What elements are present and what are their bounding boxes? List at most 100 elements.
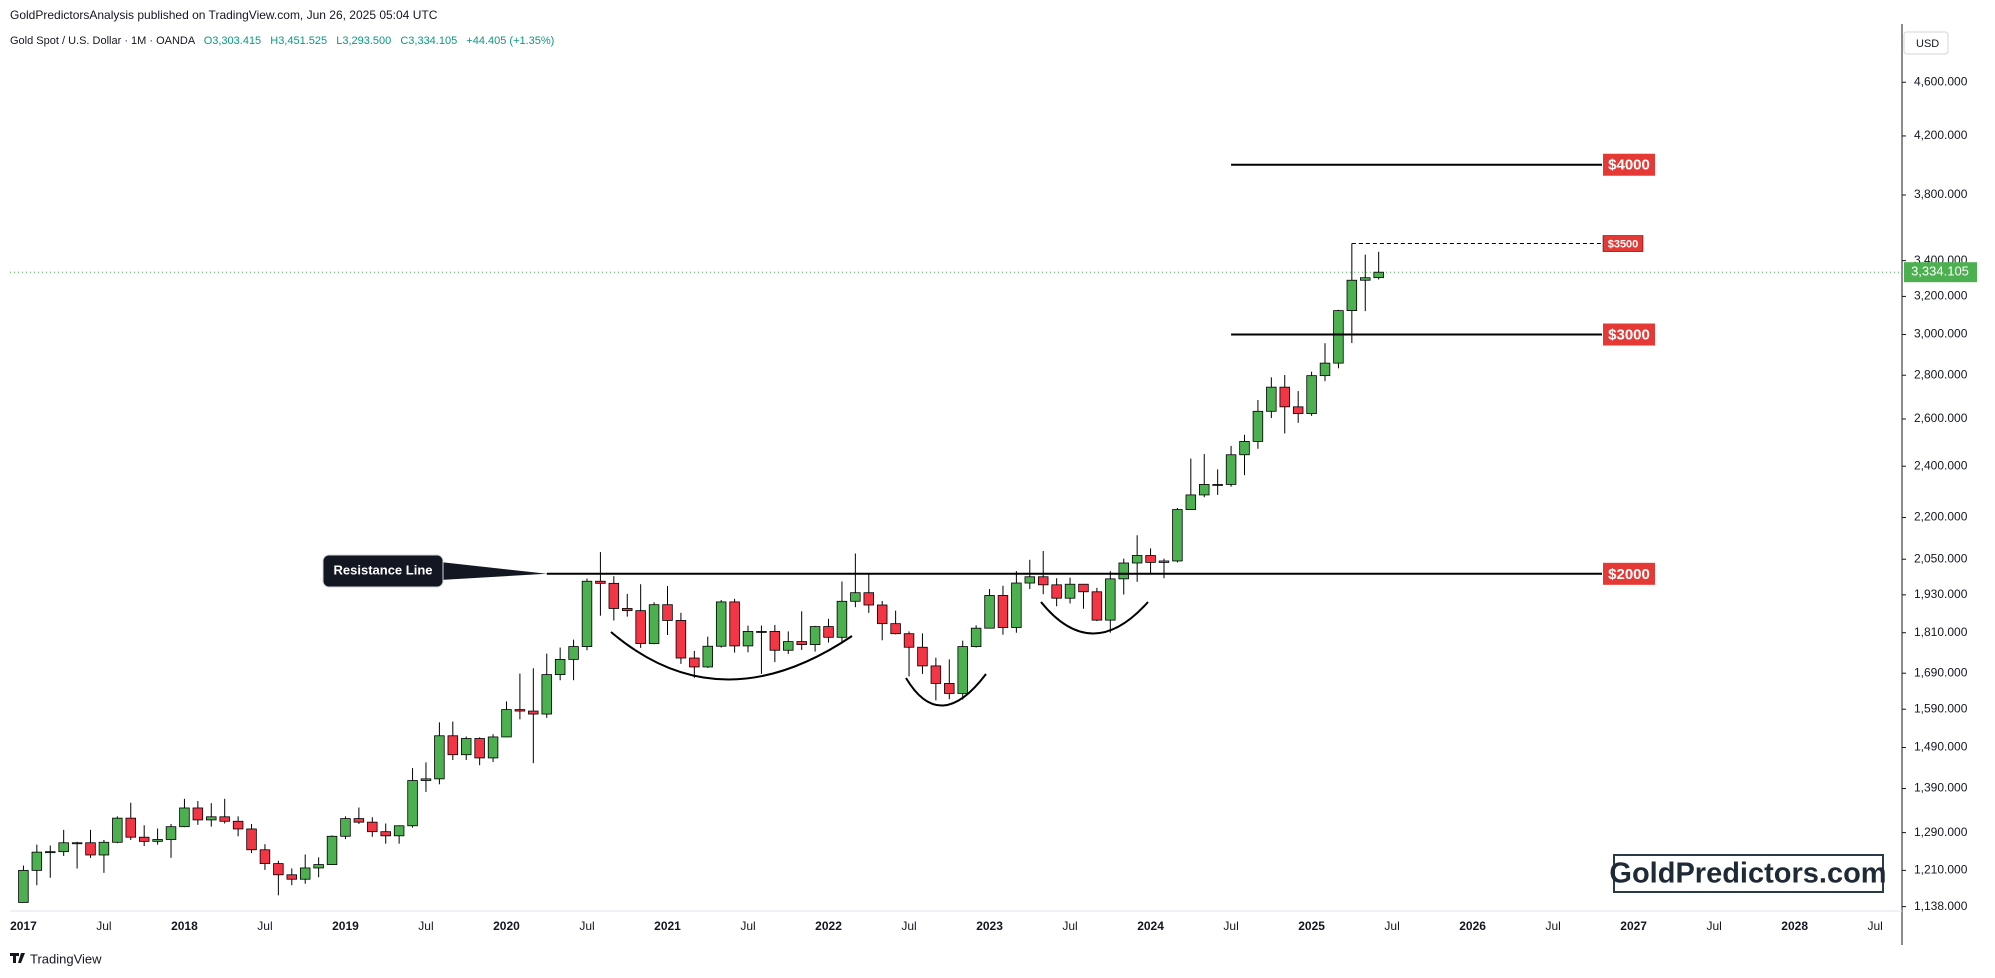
level-label: $4000 <box>1608 157 1650 174</box>
y-tick-label: 2,600.000 <box>1914 411 1968 425</box>
y-tick-label: 2,200.000 <box>1914 510 1968 524</box>
x-tick-label: 2017 <box>10 919 37 933</box>
ohlc-low: L3,293.500 <box>336 35 392 47</box>
x-tick-label: 2025 <box>1298 919 1325 933</box>
candle-body <box>823 626 834 638</box>
brand: TradingView <box>30 951 102 966</box>
x-tick-label: Jul <box>257 919 272 933</box>
x-tick-label: 2027 <box>1620 919 1647 933</box>
candle-body <box>1292 406 1304 414</box>
candle-body <box>554 658 566 676</box>
cup-arc <box>610 631 853 681</box>
candle-body <box>876 604 888 625</box>
candle-body <box>729 601 740 647</box>
ohlc-close: C3,334.105 <box>400 35 458 47</box>
candle-body <box>98 841 110 856</box>
candle-body <box>1212 484 1223 486</box>
candle-body <box>1319 362 1331 377</box>
candle-body <box>447 735 459 756</box>
x-tick-label: Jul <box>1223 919 1238 933</box>
candle-body <box>702 645 713 668</box>
candle-body <box>622 608 633 612</box>
candle-body <box>783 641 794 651</box>
candle-body <box>219 816 230 822</box>
candle-body <box>796 641 807 645</box>
x-tick-label: 2020 <box>493 919 520 933</box>
currency-box <box>1903 31 1949 55</box>
level-label: $3000 <box>1608 326 1650 343</box>
y-tick-label: 1,690.000 <box>1914 665 1968 679</box>
candle-body <box>487 736 499 759</box>
x-tick-label: Jul <box>1384 919 1399 933</box>
candle-body <box>970 627 982 647</box>
candle-body <box>192 807 204 821</box>
candle-body <box>1279 386 1290 408</box>
candle-body <box>85 842 96 856</box>
level-label-box <box>1602 235 1644 252</box>
candle-body <box>541 674 552 715</box>
y-tick-label: 1,390.000 <box>1914 781 1968 795</box>
candle-body <box>1024 576 1036 584</box>
level-label: $2000 <box>1608 566 1650 583</box>
candle-body <box>420 778 432 781</box>
y-tick-label: 3,000.000 <box>1914 327 1968 341</box>
candle-body <box>407 780 418 827</box>
callout-box <box>322 554 444 588</box>
candle-body <box>1064 583 1076 599</box>
candle-body <box>595 580 606 584</box>
ohlc-open: O3,303.415 <box>203 35 262 47</box>
candle-body <box>1145 555 1156 563</box>
candle-body <box>1037 576 1049 586</box>
candle-body <box>1360 277 1371 281</box>
callout-pointer <box>440 562 547 580</box>
x-tick-label: 2018 <box>171 919 198 933</box>
candle-body <box>313 864 324 869</box>
level-label: $3500 <box>1608 238 1639 250</box>
y-tick-label: 3,400.000 <box>1914 253 1968 267</box>
candle-body <box>715 601 727 647</box>
candle-body <box>501 709 512 738</box>
candle-body <box>206 816 217 821</box>
candle-body <box>1225 454 1237 485</box>
candle-body <box>608 582 620 609</box>
x-tick-label: Jul <box>1867 919 1882 933</box>
y-tick-label: 1,138.000 <box>1914 899 1968 913</box>
x-tick-label: 2019 <box>332 919 359 933</box>
candle-body <box>850 592 861 602</box>
cup-arc <box>905 673 987 707</box>
candle-body <box>460 738 472 756</box>
candle-body <box>1252 410 1264 442</box>
ohlc-change: +44.405 (+1.35%) <box>466 35 555 47</box>
candle-body <box>138 836 150 842</box>
candle-body <box>367 821 378 833</box>
candle-body <box>18 869 29 903</box>
candle-body <box>259 849 271 864</box>
candle-body <box>984 595 995 629</box>
candle-body <box>246 828 257 851</box>
candle-body <box>340 818 351 837</box>
candle-body <box>581 580 593 647</box>
candle-body <box>71 842 83 845</box>
cup-arc <box>1040 601 1149 635</box>
candle-body <box>380 831 391 837</box>
candle-body <box>179 807 190 828</box>
candle-body <box>1011 582 1022 628</box>
candle-body <box>45 851 56 854</box>
y-tick-label: 3,800.000 <box>1914 187 1968 201</box>
y-tick-label: 4,200.000 <box>1914 128 1968 142</box>
candle-body <box>863 592 875 606</box>
watermark-box <box>1613 854 1884 893</box>
x-tick-label: Jul <box>1545 919 1560 933</box>
level-label-box <box>1603 323 1655 346</box>
candle-body <box>528 710 539 715</box>
y-tick-label: 2,050.000 <box>1914 551 1968 565</box>
x-tick-label: 2023 <box>976 919 1003 933</box>
y-tick-label: 2,400.000 <box>1914 458 1968 472</box>
candle-body <box>165 826 177 840</box>
x-tick-label: Jul <box>96 919 111 933</box>
candle-body <box>1091 591 1103 621</box>
candle-body <box>353 818 365 823</box>
candle-body <box>1333 310 1344 364</box>
x-tick-label: 2026 <box>1459 919 1486 933</box>
